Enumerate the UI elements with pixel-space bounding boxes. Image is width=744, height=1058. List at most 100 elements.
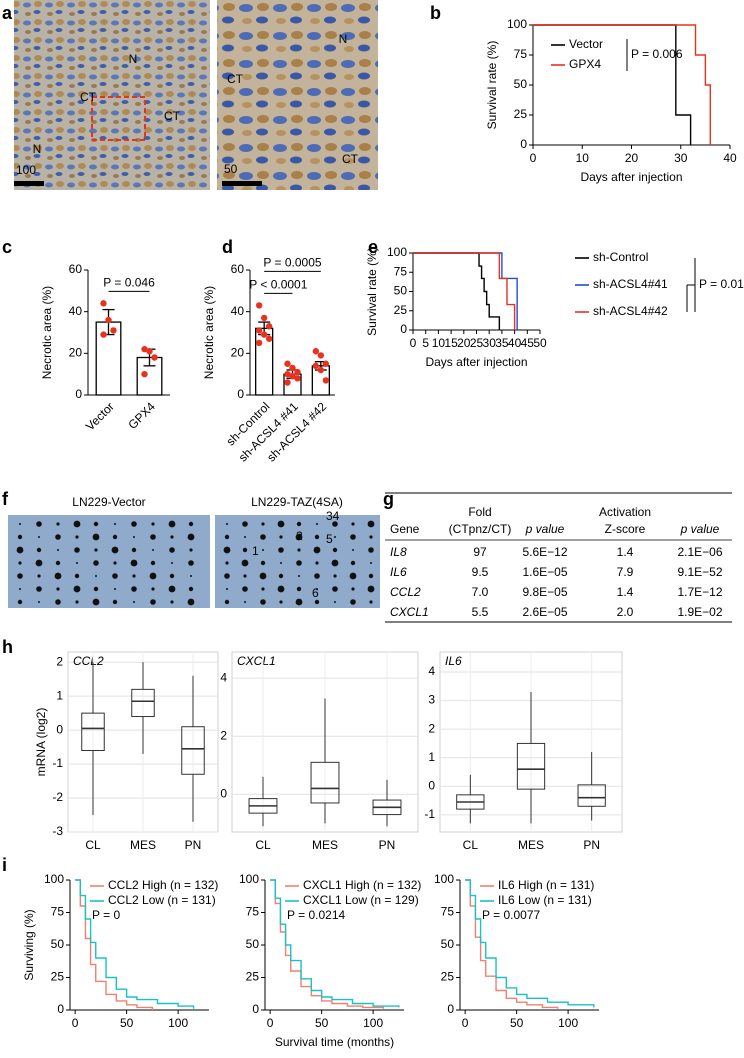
blot-dot	[152, 549, 154, 551]
x-tick-label: 20	[625, 151, 639, 165]
y-tick-label: 100	[239, 872, 259, 886]
blot-dot	[93, 586, 99, 592]
data-point	[100, 300, 107, 307]
table-cell: IL6	[390, 565, 407, 579]
data-point	[284, 360, 291, 367]
y-tick-label: 0	[75, 387, 82, 401]
blot-dot	[93, 560, 99, 566]
box	[131, 688, 155, 718]
blot-dot	[188, 560, 194, 566]
blot-dot	[368, 573, 374, 579]
y-tick-label: 40	[69, 304, 83, 318]
spot-label: 2	[296, 529, 303, 543]
data-point	[284, 370, 291, 378]
table-header: Gene	[390, 522, 420, 536]
blot-dot	[114, 588, 116, 590]
box	[310, 761, 340, 804]
y-axis-label: Necrotic area (%)	[202, 286, 216, 379]
zoom-box	[91, 96, 146, 141]
region-label: CT	[342, 152, 359, 166]
blot-dot	[297, 548, 301, 552]
panel-label: i	[2, 855, 7, 875]
data-point	[255, 302, 263, 309]
y-tick-label: 75	[514, 47, 528, 61]
panel-label: d	[222, 237, 233, 257]
y-tick-label: 100	[507, 17, 527, 31]
table-cell: 5.6E−12	[522, 545, 567, 559]
y-axis-label: Survival rate (%)	[365, 247, 379, 336]
blot-dot	[149, 572, 157, 580]
blot-title: LN229-Vector	[72, 495, 145, 509]
legend-label: IL6 High (n = 131)	[498, 878, 594, 892]
spot-label: 5	[326, 532, 333, 546]
blot-dot	[18, 561, 22, 565]
table-cell: 1.7E−12	[677, 585, 722, 599]
x-tick-label: 50	[315, 1016, 329, 1030]
blot-dot	[369, 600, 373, 604]
table-cell: 1.9E−02	[677, 605, 722, 619]
survival-curve	[75, 879, 195, 1009]
panel-label: g	[383, 489, 394, 509]
category-label: GPX4	[125, 399, 158, 432]
blot-dot	[262, 549, 264, 551]
y-tick-label: 25	[246, 970, 260, 984]
y-tick-label: 60	[231, 262, 245, 276]
data-point	[260, 331, 268, 338]
blot-dot	[150, 560, 156, 566]
blot-dot	[277, 520, 285, 528]
y-tick-label: 0	[447, 1002, 454, 1016]
x-tick-label: 50	[120, 1016, 134, 1030]
y-tick-label: 100	[44, 872, 64, 886]
table-cell: IL8	[390, 545, 407, 559]
blot-dot	[74, 547, 80, 553]
x-tick-label: 50	[510, 1016, 524, 1030]
y-tick-label: 25	[441, 970, 455, 984]
y-tick-label: 2	[428, 721, 435, 735]
y-axis-label: Surviving (%)	[22, 909, 36, 980]
y-tick-label: 20	[231, 346, 245, 360]
x-tick-label: 10	[576, 151, 590, 165]
blot-dot	[368, 547, 374, 553]
blot-dot	[169, 547, 175, 553]
y-tick-label: 4	[220, 670, 227, 684]
x-tick-label: 30	[483, 336, 497, 350]
survival-curve	[413, 252, 501, 330]
survival-curve	[413, 252, 518, 330]
blot-dot	[74, 573, 80, 579]
data-point	[110, 327, 117, 334]
table-cell: 97	[473, 545, 487, 559]
table-cell: 1.6E−05	[522, 565, 567, 579]
blot-dot	[112, 599, 118, 605]
y-tick-label: 25	[51, 970, 65, 984]
blot-dot	[151, 587, 155, 591]
y-tick-label: 75	[441, 905, 455, 919]
scale-bar	[222, 181, 262, 186]
blot-dot	[131, 521, 137, 527]
blot-dot	[224, 599, 230, 605]
blot-dot	[351, 522, 355, 526]
plot-title: CXCL1	[237, 654, 276, 668]
blot-dot	[243, 574, 247, 578]
table-cell: CCL2	[390, 585, 421, 599]
table-cell: 7.0	[472, 585, 489, 599]
y-tick-label: 1	[428, 750, 435, 764]
table-cell: 9.8E−05	[522, 585, 567, 599]
blot-dot	[168, 520, 176, 528]
blot-dot	[55, 534, 61, 540]
blot-dot	[16, 546, 24, 554]
blot-dot	[133, 601, 135, 603]
x-tick-label: 0	[462, 1016, 469, 1030]
blot-dot	[370, 562, 372, 564]
blot-dot	[114, 523, 116, 525]
y-tick-label: 0	[400, 322, 407, 336]
blot-dot	[278, 573, 284, 579]
legend-label: sh-ACSL4#42	[593, 304, 668, 318]
blot-dot	[150, 599, 156, 605]
table-cell: 1.4	[617, 545, 634, 559]
blot-dot	[242, 521, 248, 527]
category-label: MES	[312, 838, 338, 852]
p-value: P = 0	[92, 908, 120, 922]
blot-dot	[187, 533, 195, 541]
blot-dot	[296, 521, 302, 527]
blot-dot	[112, 573, 118, 579]
